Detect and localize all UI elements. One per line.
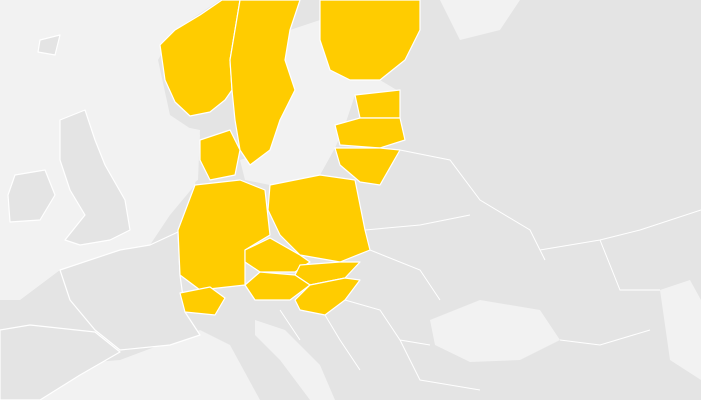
iberia — [0, 324, 121, 400]
adriatic — [255, 320, 335, 400]
iceland-coast — [37, 34, 61, 56]
atlantic — [0, 0, 220, 300]
country-borders — [279, 149, 701, 391]
sweden — [229, 0, 301, 166]
lithuania — [334, 147, 401, 186]
denmark — [199, 129, 241, 181]
estonia — [354, 89, 401, 119]
ireland — [7, 169, 56, 223]
france — [59, 231, 201, 351]
switzerland — [179, 286, 226, 316]
white-sea — [440, 0, 520, 40]
black-sea — [430, 300, 560, 362]
caspian — [660, 280, 701, 380]
north-sea — [130, 120, 200, 210]
finland — [319, 0, 421, 81]
germany — [177, 179, 271, 291]
great-britain — [59, 109, 131, 246]
hungary — [294, 277, 361, 316]
poland — [267, 174, 371, 263]
latvia — [334, 117, 406, 149]
baltic-sea — [240, 20, 400, 185]
